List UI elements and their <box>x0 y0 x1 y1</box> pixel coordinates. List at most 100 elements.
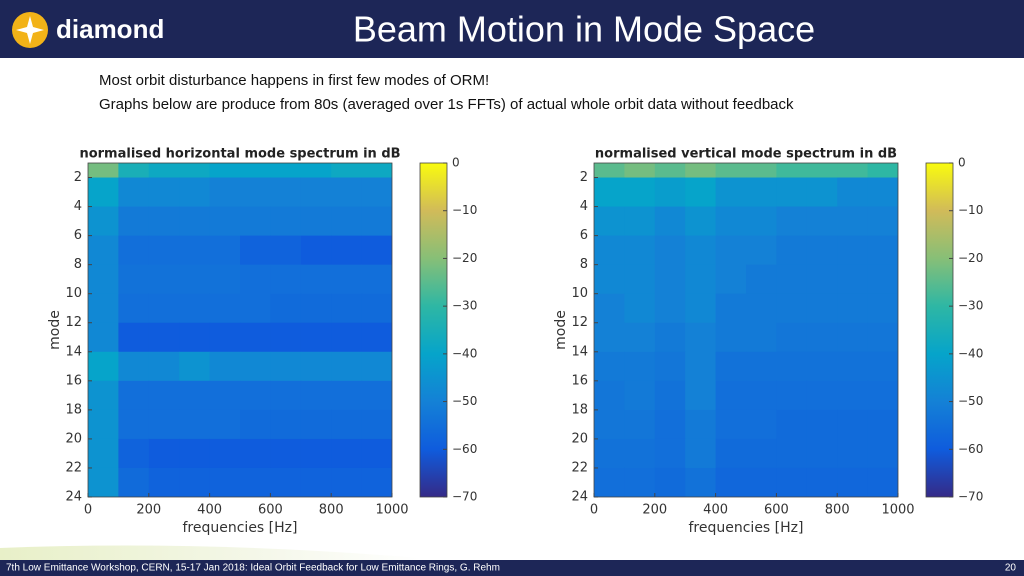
heatmap-cell <box>209 467 241 497</box>
heatmap-cell <box>837 467 869 497</box>
heatmap-cell <box>118 293 150 324</box>
y-tick-label: 12 <box>65 315 82 330</box>
heatmap-cell <box>300 467 332 497</box>
heatmap-cell <box>361 322 392 353</box>
heatmap-cell <box>240 264 271 295</box>
heatmap-cell <box>331 351 363 382</box>
heatmap-cell <box>776 409 808 440</box>
heatmap-cell <box>148 380 180 411</box>
heatmap-cell <box>88 177 119 208</box>
heatmap-cell <box>594 351 625 382</box>
y-tick-label: 6 <box>580 228 588 243</box>
heatmap-cell <box>148 177 180 208</box>
heatmap-cell <box>179 438 211 469</box>
heatmap-cell <box>837 163 869 179</box>
heatmap-cell <box>209 438 241 469</box>
y-tick-label: 4 <box>580 199 588 214</box>
heatmap-cell <box>270 293 302 324</box>
heatmap-cell <box>624 264 656 295</box>
heatmap-cell <box>270 409 302 440</box>
x-tick-label: 0 <box>590 503 598 518</box>
heatmap-cell <box>746 264 777 295</box>
heatmap-cell <box>331 467 363 497</box>
colorbar-tick-label: −10 <box>958 203 983 217</box>
heatmap-cell <box>118 177 150 208</box>
heatmap-cell <box>654 409 686 440</box>
heatmap-cell <box>300 163 332 179</box>
heatmap-cell <box>270 380 302 411</box>
heatmap-cell <box>179 467 211 497</box>
header-bar <box>0 0 1024 58</box>
heatmap-cell <box>148 351 180 382</box>
heatmap-cell <box>776 293 808 324</box>
heatmap-cell <box>624 235 656 266</box>
x-tick-label: 200 <box>642 503 667 518</box>
heatmap-cell <box>685 293 717 324</box>
heatmap-cell <box>594 177 625 208</box>
heatmap-cell <box>148 264 180 295</box>
heatmap-cell <box>300 206 332 237</box>
heatmap-cell <box>776 235 808 266</box>
heatmap-cell <box>776 163 808 179</box>
heatmap-cell <box>300 264 332 295</box>
colorbar-tick-label: −60 <box>958 442 983 456</box>
heatmap-cell <box>300 409 332 440</box>
heatmap-cell <box>594 322 625 353</box>
colorbar <box>925 162 954 498</box>
colorbar-tick-label: −20 <box>452 251 477 265</box>
heatmap-cell <box>270 351 302 382</box>
x-tick-label: 1000 <box>881 503 914 518</box>
heatmap-cell <box>594 163 625 179</box>
heatmap-cell <box>715 380 747 411</box>
y-tick-label: 22 <box>65 460 82 475</box>
heatmap-cell <box>776 467 808 497</box>
heatmap-cells <box>594 163 898 497</box>
heatmap-cell <box>148 163 180 179</box>
y-tick-label: 12 <box>571 315 588 330</box>
chart-title: normalised vertical mode spectrum in dB <box>595 147 897 162</box>
x-tick-label: 400 <box>703 503 728 518</box>
heatmap-cell <box>746 438 777 469</box>
heatmap-cell <box>270 177 302 208</box>
heatmap-cell <box>331 177 363 208</box>
heatmap-cell <box>240 177 271 208</box>
heatmap-cell <box>148 235 180 266</box>
colorbar-tick-label: −50 <box>452 394 477 408</box>
heatmap-cell <box>685 467 717 497</box>
heatmap-cells <box>88 163 392 497</box>
heatmap-cell <box>179 206 211 237</box>
heatmap-cell <box>270 206 302 237</box>
heatmap-cell <box>746 206 777 237</box>
heatmap-cell <box>209 409 241 440</box>
heatmap-cell <box>148 467 180 497</box>
y-tick-label: 6 <box>74 228 82 243</box>
heatmap-cell <box>88 380 119 411</box>
heatmap-cell <box>361 235 392 266</box>
heatmap-cell <box>240 467 271 497</box>
y-tick-label: 22 <box>571 460 588 475</box>
heatmap-cell <box>300 177 332 208</box>
heatmap-cell <box>594 380 625 411</box>
heatmap-cell <box>300 235 332 266</box>
heatmap-cell <box>361 380 392 411</box>
heatmap-cell <box>654 438 686 469</box>
heatmap-cell <box>118 163 150 179</box>
y-axis-label: mode <box>47 310 63 350</box>
heatmap-cell <box>654 467 686 497</box>
y-axis-label: mode <box>553 310 569 350</box>
heatmap-cell <box>179 351 211 382</box>
bullet: Graphs below are produce from 80s (avera… <box>99 96 794 113</box>
heatmap-cell <box>746 380 777 411</box>
heatmap-cell <box>209 351 241 382</box>
y-tick-label: 20 <box>571 431 588 446</box>
heatmap-cell <box>300 351 332 382</box>
heatmap-cell <box>837 235 869 266</box>
colorbar-tick-label: 0 <box>452 156 460 170</box>
heatmap-cell <box>685 206 717 237</box>
heatmap-cell <box>300 322 332 353</box>
heatmap-cell <box>624 409 656 440</box>
y-tick-label: 18 <box>65 402 82 417</box>
heatmap-cell <box>746 467 777 497</box>
heatmap-cell <box>654 264 686 295</box>
heatmap-cell <box>867 206 898 237</box>
